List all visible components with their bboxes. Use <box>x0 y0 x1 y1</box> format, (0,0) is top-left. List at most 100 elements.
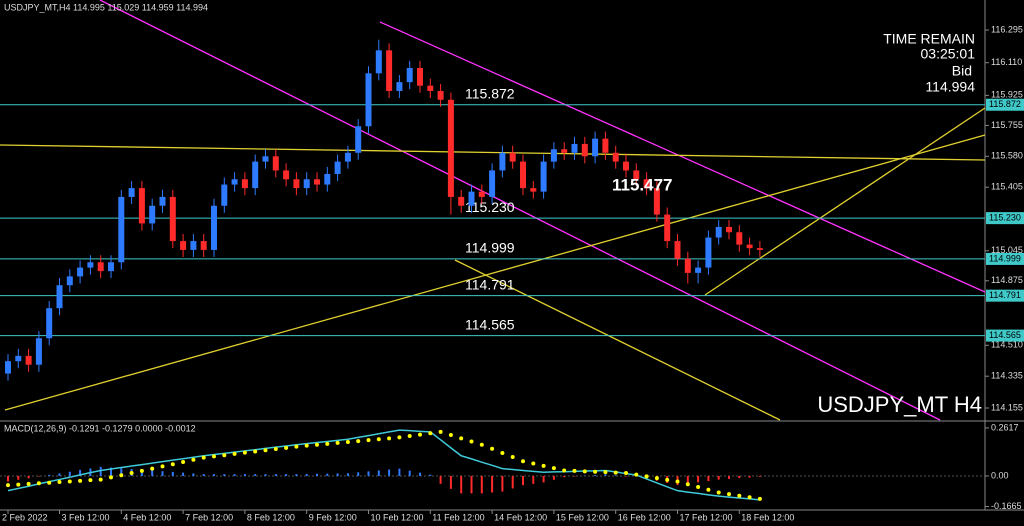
macd-signal-dot <box>222 453 227 458</box>
trend-line <box>454 259 781 421</box>
time-remain: 03:25:01 <box>921 46 976 62</box>
y-tick-label: 114.510 <box>991 340 1023 350</box>
candle-body <box>581 143 588 157</box>
macd-signal-dot <box>448 433 453 438</box>
candle-body <box>653 188 660 215</box>
x-tick-label: 8 Feb 12:00 <box>247 512 295 522</box>
x-tick-label: 9 Feb 12:00 <box>309 512 357 522</box>
trend-line <box>4 134 986 411</box>
macd-signal-dot <box>88 478 93 483</box>
level-box <box>986 212 1024 225</box>
level-label: 114.999 <box>465 240 515 256</box>
y-tick-label: 116.295 <box>991 24 1023 34</box>
macd-signal-dot <box>6 483 10 488</box>
candle-body <box>447 99 454 197</box>
macd-signal-dot <box>716 490 721 495</box>
candle-body <box>602 138 609 153</box>
macd-signal-dot <box>263 448 268 453</box>
macd-signal-dot <box>67 479 72 484</box>
level-label: 115.872 <box>465 85 515 101</box>
candle-body <box>550 149 557 162</box>
macd-signal-dot <box>510 455 515 460</box>
x-tick-label: 10 Feb 12:00 <box>371 512 424 522</box>
macd-signal-dot <box>654 476 659 481</box>
candle-body <box>715 226 722 238</box>
level-axis-label: 115.872 <box>989 99 1021 109</box>
macd-signal-dot <box>418 432 422 437</box>
candle-body <box>25 355 32 365</box>
level-label: 114.565 <box>465 316 515 332</box>
x-tick-label: 4 Feb 12:00 <box>123 512 171 522</box>
candle-body <box>509 152 516 162</box>
candle-body <box>66 276 73 286</box>
macd-signal-dot <box>335 440 340 445</box>
candle-body <box>520 161 526 189</box>
candle-body <box>540 161 547 192</box>
watermark: USDJPY_MT H4 <box>817 392 982 417</box>
macd-signal-dot <box>129 471 134 476</box>
macd-signal-dot <box>737 493 742 498</box>
macd-signal-dot <box>98 477 103 482</box>
bid-label: Bid <box>952 63 972 79</box>
candle-body <box>77 267 84 277</box>
macd-signal-dot <box>170 462 175 467</box>
candle-body <box>221 184 228 206</box>
candle-body <box>623 161 629 171</box>
candle-body <box>396 82 403 91</box>
candle-body <box>427 85 434 91</box>
channel-line <box>99 0 941 421</box>
level-axis-label: 115.230 <box>989 212 1021 222</box>
y-tick-label: 114.875 <box>991 275 1023 285</box>
y-tick-label: 114.335 <box>991 371 1023 381</box>
candle-body <box>375 50 382 74</box>
y-tick-label: 0.2617 <box>991 422 1019 432</box>
candle-body <box>684 258 691 273</box>
candle-body <box>664 214 671 242</box>
macd-signal-dot <box>603 470 608 475</box>
macd-signal-dot <box>469 439 474 444</box>
y-tick-label: 115.580 <box>991 151 1023 161</box>
macd-signal-dot <box>139 468 144 473</box>
macd-signal-dot <box>407 433 412 438</box>
macd-signal-dot <box>706 487 711 492</box>
macd-signal-dot <box>150 466 155 471</box>
level-label: 115.230 <box>465 199 515 215</box>
macd-signal-dot <box>294 444 299 449</box>
y-tick-label: 115.045 <box>991 245 1023 255</box>
macd-signal-dot <box>624 471 628 476</box>
macd-signal-dot <box>212 454 216 459</box>
macd-signal-dot <box>242 450 247 455</box>
macd-signal-dot <box>78 478 83 483</box>
macd-signal-dot <box>315 442 319 447</box>
candle-body <box>499 152 506 171</box>
candle-body <box>643 179 650 189</box>
candle-body <box>262 156 269 162</box>
x-tick-label: 17 Feb 12:00 <box>680 512 733 522</box>
macd-signal-dot <box>181 460 186 465</box>
candle-body <box>468 191 475 206</box>
macd-signal-dot <box>16 482 21 487</box>
candle-body <box>592 138 599 157</box>
candle-body <box>180 241 187 250</box>
candle-body <box>46 308 53 339</box>
macd-signal-dot <box>727 492 731 497</box>
macd-signal-dot <box>551 466 556 471</box>
macd-signal-dot <box>562 468 567 473</box>
macd-signal-dot <box>26 481 31 486</box>
macd-signal-dot <box>747 495 752 500</box>
candle-body <box>756 248 763 250</box>
macd-signal-dot <box>665 477 670 482</box>
macd-signal-dot <box>644 474 649 479</box>
x-tick-label: 2 Feb 2022 <box>2 512 48 522</box>
candle-body <box>35 338 42 365</box>
macd-signal-dot <box>397 435 402 440</box>
macd-signal-dot <box>582 469 587 474</box>
macd-signal-dot <box>387 436 392 441</box>
candle-body <box>314 179 320 185</box>
candle-body <box>406 67 413 83</box>
macd-signal-dot <box>191 457 196 462</box>
macd-signal-dot <box>273 446 278 451</box>
macd-signal-dot <box>325 441 330 446</box>
